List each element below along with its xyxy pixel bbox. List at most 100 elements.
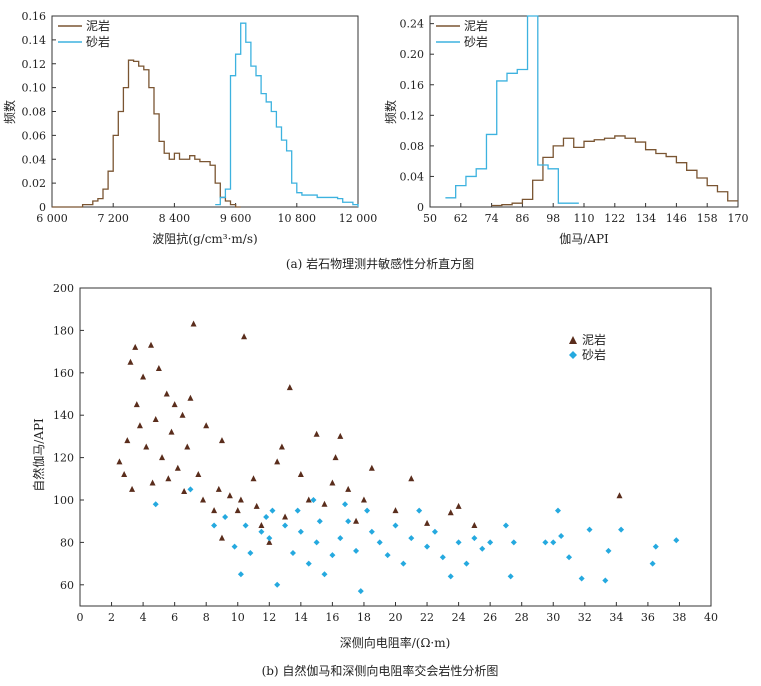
shale-point <box>266 538 273 545</box>
sandstone-point <box>424 543 431 550</box>
sandstone-point <box>316 518 323 525</box>
shale-point <box>132 343 139 350</box>
sandstone-point <box>487 539 494 546</box>
a1-x-tick-label: 12 000 <box>339 212 378 225</box>
shale-point <box>116 458 123 465</box>
sandstone-point <box>368 528 375 535</box>
shale-point <box>237 496 244 503</box>
a2-x-tick-label: 134 <box>635 212 656 225</box>
a1-y-tick-label: 0.06 <box>22 129 47 142</box>
b-x-tick-label: 10 <box>231 611 245 624</box>
sandstone-point <box>282 522 289 529</box>
shale-point <box>218 534 225 541</box>
b-x-tick-label: 14 <box>294 611 308 624</box>
b-x-tick-label: 2 <box>108 611 115 624</box>
a2-x-axis-label: 伽马/API <box>559 231 609 246</box>
a1-y-axis-label: 频数 <box>2 100 17 124</box>
shale-point <box>408 475 415 482</box>
b-x-axis-label: 深侧向电阻率/(Ω·m) <box>340 635 451 650</box>
sandstone-point <box>305 560 312 567</box>
a2-legend-label: 泥岩 <box>464 18 488 33</box>
shale-point <box>353 517 360 524</box>
a2-legend-label: 砂岩 <box>464 34 488 49</box>
b-x-tick-label: 36 <box>641 611 655 624</box>
sandstone-point <box>618 526 625 533</box>
shale-point <box>250 475 257 482</box>
impedance-histogram: 6 000 7 200 8 400 9 600 10 800 12 000 0 0.02 0.0… <box>2 10 377 246</box>
shale-point <box>297 471 304 478</box>
shale-point <box>282 513 289 520</box>
sandstone-point <box>310 497 317 503</box>
sandstone-point <box>392 522 399 529</box>
shale-point <box>215 485 222 492</box>
shale-point <box>187 394 194 401</box>
gamma-histogram: 50 62 74 86 98 110 122 134 146 158 170 0 0.04 0.08 0.1… <box>383 15 749 246</box>
sandstone-point <box>258 528 265 535</box>
sandstone-point <box>289 550 296 556</box>
shale-point <box>163 390 170 397</box>
a1-legend-label: 泥岩 <box>86 18 110 33</box>
sandstone-point <box>455 539 462 546</box>
a2-x-tick-label: 158 <box>697 212 718 225</box>
sandstone-point <box>211 522 218 529</box>
shale-point <box>143 443 150 450</box>
b-x-tick-label: 18 <box>357 611 371 624</box>
shale-point <box>241 333 248 340</box>
a2-x-tick-label: 122 <box>604 212 625 225</box>
b-x-tick-label: 0 <box>77 611 84 624</box>
shale-point <box>305 496 312 503</box>
shale-point <box>181 488 188 495</box>
sandstone-point <box>274 581 281 588</box>
a2-y-tick-label: 0.08 <box>400 140 425 153</box>
shale-point <box>200 496 207 503</box>
sandstone-point <box>263 513 270 520</box>
sandstone-point <box>321 571 328 578</box>
b-legend-marker <box>569 351 577 359</box>
sandstone-point <box>242 522 249 529</box>
a2-y-tick-label: 0.24 <box>400 18 425 31</box>
b-y-tick-label: 100 <box>53 494 74 507</box>
sandstone-point <box>439 554 446 561</box>
crossplot: 0 2 4 6 8 10 12 14 16 18 20 22 24 26 28 30 32 34 36 38 40608… <box>31 282 718 650</box>
shale-point <box>140 373 147 380</box>
shale-point <box>313 430 320 437</box>
a1-x-axis-label: 波阻抗(g/cm³·m/s) <box>152 231 257 246</box>
shale-point <box>127 358 134 365</box>
b-x-tick-label: 16 <box>325 611 339 624</box>
a1-y-tick-label: 0 <box>39 201 46 214</box>
b-x-tick-label: 6 <box>171 611 178 624</box>
shale-point <box>360 496 367 503</box>
a1-legend-label: 砂岩 <box>86 34 110 49</box>
b-x-tick-label: 40 <box>704 611 718 624</box>
shale-point <box>171 401 178 408</box>
shale-point <box>195 471 202 478</box>
sandstone-point <box>431 528 438 535</box>
a2-x-tick-label: 86 <box>515 212 529 225</box>
b-x-tick-label: 12 <box>262 611 276 624</box>
a1-y-tick-label: 0.02 <box>22 177 47 190</box>
sandstone-point <box>376 539 383 546</box>
a1-y-tick-label: 0.12 <box>22 58 47 71</box>
b-y-tick-label: 120 <box>53 452 74 465</box>
a2-y-axis-label: 频数 <box>383 100 398 124</box>
b-x-tick-label: 24 <box>452 611 466 624</box>
b-y-tick-label: 180 <box>53 324 74 337</box>
sandstone-point <box>471 535 478 542</box>
sandstone-point <box>269 507 276 514</box>
sandstone-point <box>364 507 371 514</box>
shale-point <box>129 485 136 492</box>
shale-point <box>121 471 128 478</box>
b-legend-label: 泥岩 <box>582 332 606 347</box>
shale-point <box>424 519 431 526</box>
sandstone-point <box>400 560 407 567</box>
shale-point <box>168 428 175 435</box>
shale-point <box>159 454 166 461</box>
shale-point <box>218 437 225 444</box>
shale-point <box>447 509 454 516</box>
b-y-axis-label: 自然伽马/API <box>31 418 46 492</box>
shale-point <box>234 507 241 514</box>
a1-series-sandstone-line <box>215 22 359 207</box>
a2-x-tick-label: 62 <box>454 212 468 225</box>
sandstone-point <box>566 554 573 561</box>
